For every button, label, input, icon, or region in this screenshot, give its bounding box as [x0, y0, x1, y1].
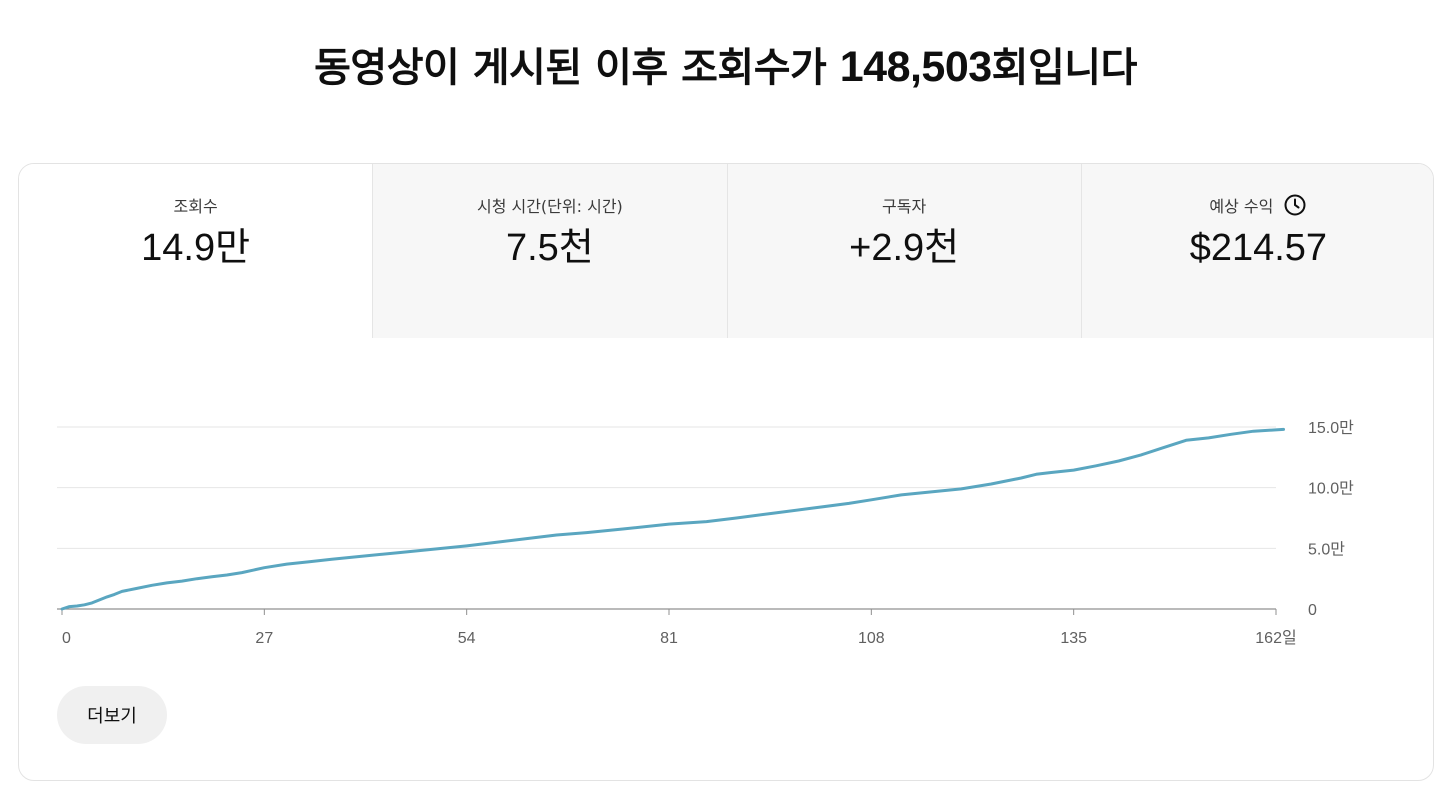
tab-watch-time-value: 7.5천: [505, 227, 594, 269]
x-tick-label: 0: [62, 630, 71, 647]
tab-watch-time-label: 시청 시간(단위: 시간): [476, 197, 623, 216]
tab-subscribers-label: 구독자: [882, 197, 927, 216]
clock-icon: [1283, 193, 1307, 217]
x-tick-label: 135: [1060, 630, 1087, 647]
tab-views-value: 14.9만: [141, 227, 251, 269]
tab-label: 시청 시간(단위: 시간): [373, 193, 726, 217]
analytics-card: 조회수 14.9만 시청 시간(단위: 시간) 7.5천 구독자 +2.9천 예…: [18, 163, 1434, 781]
x-tick-label: 162일: [1255, 629, 1296, 647]
tab-subscribers-value: +2.9천: [849, 227, 960, 269]
tab-revenue-label: 예상 수익: [1209, 197, 1274, 216]
headline-prefix: 동영상이 게시된 이후 조회수가: [314, 45, 840, 91]
x-tick-label: 108: [858, 630, 885, 647]
tab-label: 조회수: [19, 193, 372, 217]
tab-label: 구독자: [728, 193, 1081, 217]
views-series-line: [60, 427, 1285, 611]
tab-label: 예상 수익: [1082, 193, 1433, 217]
tab-subscribers[interactable]: 구독자 +2.9천: [726, 164, 1081, 338]
y-tick-label: 15.0만: [1308, 419, 1354, 437]
tab-revenue-value: $214.57: [1189, 227, 1328, 269]
tab-views-label: 조회수: [173, 197, 218, 216]
tab-revenue[interactable]: 예상 수익 $214.57: [1080, 164, 1433, 338]
metric-tabs: 조회수 14.9만 시청 시간(단위: 시간) 7.5천 구독자 +2.9천 예…: [19, 164, 1433, 338]
page-headline: 동영상이 게시된 이후 조회수가 148,503회입니다: [0, 38, 1451, 97]
tab-views[interactable]: 조회수 14.9만: [19, 164, 373, 338]
views-line-chart: 0 5.0만 10.0만 15.0만 0 27 54 81 108 135 162일: [57, 419, 1354, 647]
more-button[interactable]: 더보기: [57, 686, 167, 744]
headline-suffix: 회입니다: [991, 45, 1138, 91]
x-tick-label: 54: [458, 630, 476, 647]
y-tick-label: 10.0만: [1308, 480, 1354, 498]
x-tick-label: 27: [255, 630, 273, 647]
tab-watch-time[interactable]: 시청 시간(단위: 시간) 7.5천: [372, 164, 727, 338]
headline-count: 148,503: [839, 43, 992, 91]
x-tick-label: 81: [660, 630, 678, 647]
y-tick-label: 0: [1308, 602, 1317, 619]
y-tick-label: 5.0만: [1308, 540, 1345, 558]
